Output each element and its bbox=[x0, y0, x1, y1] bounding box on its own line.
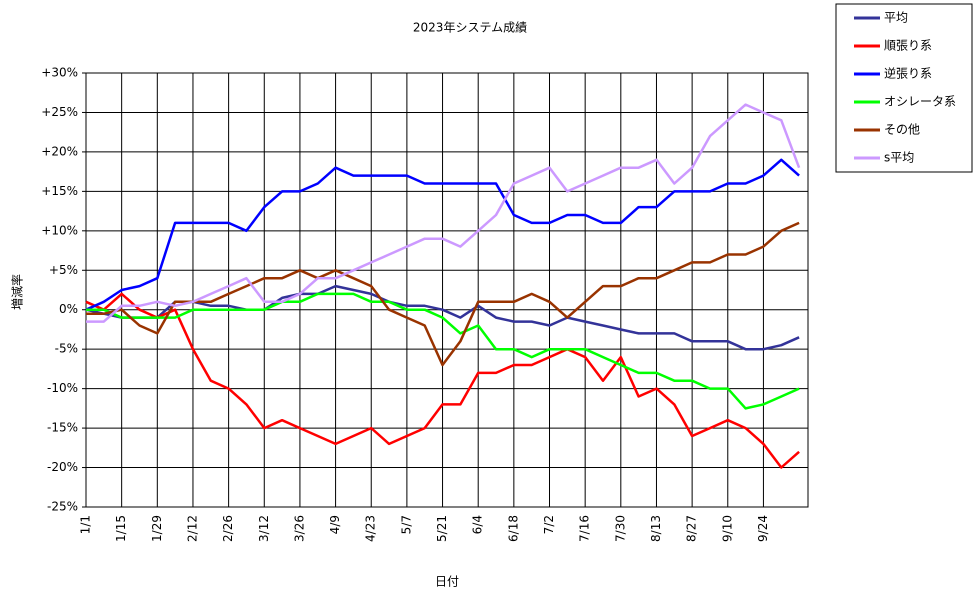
y-tick-label: -5% bbox=[55, 342, 78, 356]
x-tick-label: 4/23 bbox=[364, 515, 378, 542]
x-tick-label: 1/15 bbox=[114, 515, 128, 542]
x-tick-label: 7/2 bbox=[542, 515, 556, 534]
x-tick-label: 3/12 bbox=[257, 515, 271, 542]
y-tick-label: +25% bbox=[41, 105, 78, 119]
x-tick-label: 1/1 bbox=[79, 515, 93, 534]
legend-box bbox=[835, 3, 973, 173]
series-line bbox=[85, 292, 800, 469]
y-tick-label: 0% bbox=[59, 302, 78, 316]
x-tick-label: 7/30 bbox=[613, 515, 627, 542]
x-tick-label: 5/7 bbox=[399, 515, 413, 534]
y-axis-title: 増減率 bbox=[10, 274, 25, 310]
series-line bbox=[85, 284, 800, 351]
x-tick-label: 5/21 bbox=[435, 515, 449, 542]
x-tick-label: 1/29 bbox=[150, 515, 164, 542]
x-tick-label: 2/26 bbox=[221, 515, 235, 542]
series-line bbox=[85, 158, 800, 311]
legend-label: s平均 bbox=[884, 151, 914, 165]
y-tick-label: +15% bbox=[41, 184, 78, 198]
x-tick-label: 9/24 bbox=[756, 515, 770, 542]
legend-label: その他 bbox=[884, 123, 920, 137]
x-tick-label: 4/9 bbox=[328, 515, 342, 534]
x-tick-label: 9/10 bbox=[720, 515, 734, 542]
x-tick-label: 6/18 bbox=[506, 515, 520, 542]
x-tick-label: 2/12 bbox=[185, 515, 199, 542]
x-tick-label: 7/16 bbox=[578, 515, 592, 542]
x-tick-label: 3/26 bbox=[292, 515, 306, 542]
x-axis-title: 日付 bbox=[435, 575, 459, 589]
legend-label: 逆張り系 bbox=[884, 66, 932, 81]
series-line bbox=[86, 292, 800, 410]
y-tick-label: +20% bbox=[41, 144, 78, 158]
series-line bbox=[86, 221, 800, 367]
y-tick-label: -20% bbox=[47, 460, 78, 474]
y-tick-label: +5% bbox=[49, 263, 78, 277]
y-tick-label: -25% bbox=[47, 500, 78, 514]
series-line bbox=[86, 103, 801, 323]
y-tick-label: -10% bbox=[47, 381, 78, 395]
legend-label: 平均 bbox=[884, 11, 908, 25]
chart-title: 2023年システム成績 bbox=[413, 21, 527, 35]
legend-label: オシレータ系 bbox=[884, 95, 956, 109]
y-tick-label: +30% bbox=[41, 66, 78, 80]
x-tick-label: 6/4 bbox=[471, 515, 485, 534]
x-tick-label: 8/27 bbox=[685, 515, 699, 542]
y-tick-label: -15% bbox=[47, 421, 78, 435]
plot-border bbox=[85, 72, 809, 508]
legend-label: 順張り系 bbox=[884, 39, 932, 53]
x-tick-label: 8/13 bbox=[649, 515, 663, 542]
y-tick-label: +10% bbox=[41, 223, 78, 237]
